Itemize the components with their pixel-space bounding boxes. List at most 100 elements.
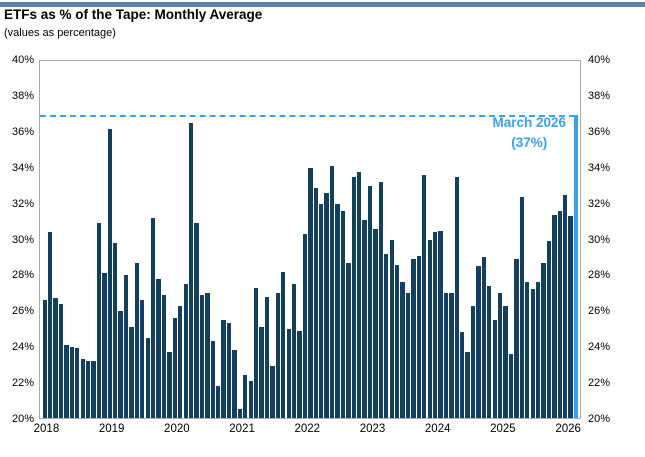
bar — [91, 360, 96, 418]
bar — [541, 262, 546, 418]
bar — [194, 223, 199, 418]
bar — [226, 323, 232, 418]
bar — [422, 175, 427, 418]
y-tick-label: 24% — [588, 341, 611, 354]
bar — [351, 177, 356, 418]
bar — [308, 168, 313, 418]
reference-dashed-line — [40, 114, 575, 117]
bar — [291, 284, 297, 418]
bar — [378, 182, 384, 418]
bar — [313, 187, 318, 418]
bar — [259, 326, 264, 418]
y-axis-labels-left: 40% 38% 36% 34% 32% 30% 28% 26% 24% 22% 20% — [0, 54, 34, 425]
bar — [394, 264, 400, 418]
bar — [167, 351, 172, 418]
bar — [525, 282, 530, 418]
y-tick-label: 40% — [588, 54, 611, 66]
x-tick-label-2026: 2026 — [555, 423, 581, 435]
bar — [286, 328, 291, 418]
bar — [96, 223, 102, 418]
y-tick-label: 22% — [11, 377, 34, 390]
x-axis-labels: 2018 2019 2020 2021 2022 2023 2024 2025 2026 — [34, 423, 599, 439]
bar — [389, 239, 394, 418]
bar — [563, 194, 568, 418]
y-tick-label: 38% — [11, 89, 34, 102]
bar — [340, 210, 346, 418]
bar — [357, 171, 362, 418]
bar — [432, 232, 438, 418]
y-axis-labels-right: 40% 38% 36% 34% 32% 30% 28% 26% 24% 22% 20% — [588, 54, 628, 425]
highlight-annotation-month: March 2026 — [492, 115, 566, 130]
bar — [216, 385, 221, 418]
bar — [367, 185, 373, 418]
bar — [319, 203, 324, 418]
bar — [476, 266, 481, 418]
bar — [438, 230, 443, 418]
bar — [557, 210, 562, 418]
y-tick-label: 20% — [588, 413, 611, 425]
y-tick-label: 30% — [588, 233, 611, 246]
bar — [75, 348, 80, 418]
bar — [535, 282, 541, 418]
bar — [178, 305, 183, 418]
bar — [205, 293, 210, 418]
x-tick-label-2019: 2019 — [98, 423, 125, 435]
bar — [145, 337, 150, 418]
bar — [232, 350, 237, 418]
bar — [199, 294, 205, 418]
bar — [465, 351, 470, 418]
bar — [302, 234, 308, 418]
bars-container — [40, 61, 580, 418]
bar — [373, 228, 378, 418]
bar — [362, 219, 367, 418]
bar — [427, 239, 432, 418]
bar — [134, 262, 140, 418]
y-tick-label: 36% — [588, 125, 611, 138]
bar — [281, 271, 286, 418]
bar — [237, 409, 243, 418]
highlight-annotation-value: (37%) — [511, 135, 548, 150]
bar — [449, 293, 454, 418]
bar — [85, 360, 91, 418]
bar — [503, 305, 508, 418]
bar — [123, 275, 129, 418]
y-tick-label: 22% — [588, 377, 611, 390]
bar — [568, 216, 573, 418]
bar — [411, 259, 416, 418]
bar — [150, 218, 156, 418]
bar — [443, 293, 449, 418]
x-tick-label-2021: 2021 — [229, 423, 255, 435]
y-tick-label: 36% — [11, 125, 34, 138]
bar — [400, 282, 405, 418]
bar — [460, 332, 465, 418]
bar — [53, 298, 58, 418]
page-title: ETFs as % of the Tape: Monthly Average — [4, 7, 263, 22]
y-tick-label: 34% — [11, 161, 34, 174]
x-tick-label-2023: 2023 — [359, 423, 386, 435]
bar — [514, 259, 519, 418]
x-tick-label-2020: 2020 — [164, 423, 190, 435]
bar — [210, 341, 215, 418]
y-tick-label: 24% — [11, 341, 34, 354]
bar — [481, 257, 487, 418]
bar — [335, 203, 340, 418]
bar — [492, 319, 497, 418]
bar — [102, 273, 107, 418]
y-tick-label: 26% — [11, 305, 34, 318]
x-tick-label-2025: 2025 — [490, 423, 516, 435]
bar — [221, 319, 226, 418]
chart-plot-area — [39, 60, 581, 419]
bar — [470, 305, 476, 418]
bar — [552, 214, 557, 418]
bar — [42, 300, 47, 418]
bar — [497, 293, 503, 418]
bar-march-2026-highlight — [573, 114, 579, 418]
bar — [64, 344, 69, 418]
bar — [172, 318, 177, 418]
bar — [188, 123, 194, 418]
bar — [58, 303, 64, 418]
y-tick-label: 40% — [11, 54, 34, 66]
bar — [297, 330, 302, 418]
bar — [487, 285, 492, 418]
bar — [405, 293, 411, 418]
